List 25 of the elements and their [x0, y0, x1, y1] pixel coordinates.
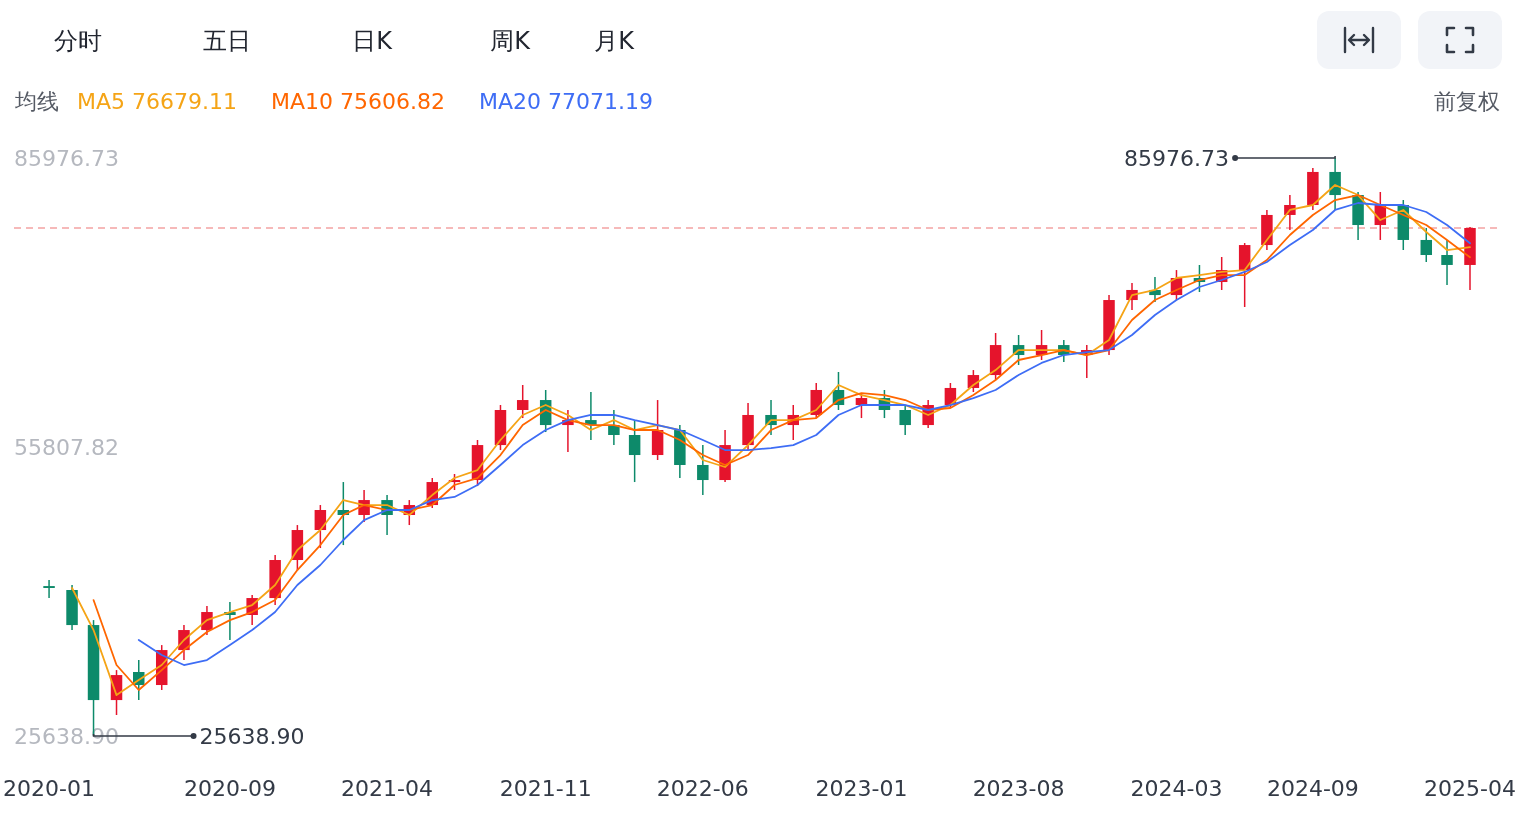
y-tick-label: 55807.82: [14, 435, 119, 460]
text: 月K: [594, 27, 636, 55]
text: 周K: [490, 27, 532, 55]
x-tick-label: 2024-09: [1266, 776, 1359, 801]
text: 分时: [54, 27, 102, 55]
text: 前复权: [1434, 89, 1500, 114]
x-tick-label: 2025-04: [1424, 776, 1516, 801]
y-tick-label: 85976.73: [14, 146, 119, 171]
text: MA10 75606.82: [271, 89, 445, 114]
x-tick-label: 2021-11: [499, 776, 592, 801]
text: MA5 76679.11: [77, 89, 237, 114]
x-tick-label: 2023-08: [972, 776, 1065, 801]
annotation: 25638.90: [199, 724, 305, 749]
legend-title: 均线: [14, 89, 59, 114]
x-tick-label: 2023-01: [815, 776, 908, 801]
x-tick-label: 2020-09: [183, 776, 276, 801]
text: 日K: [352, 27, 394, 55]
x-tick-label: 2024-03: [1130, 776, 1223, 801]
x-tick-label: 2022-06: [656, 776, 749, 801]
annotation: 85976.73: [1124, 146, 1230, 171]
x-tick-label: 2020-01: [3, 776, 96, 801]
x-tick-label: 2021-04: [341, 776, 434, 801]
text: MA20 77071.19: [479, 89, 653, 114]
text: 五日: [203, 27, 251, 55]
y-tick-label: 25638.90: [14, 724, 119, 749]
